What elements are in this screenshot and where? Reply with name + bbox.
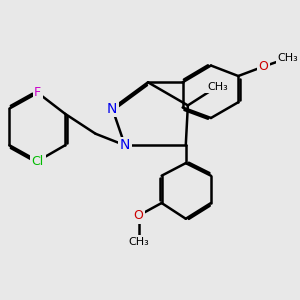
Text: N: N bbox=[107, 101, 118, 116]
Text: N: N bbox=[120, 138, 130, 152]
Text: O: O bbox=[259, 60, 269, 73]
Text: CH₃: CH₃ bbox=[207, 82, 228, 92]
Text: O: O bbox=[134, 209, 143, 222]
Text: Cl: Cl bbox=[32, 154, 44, 167]
Text: CH₃: CH₃ bbox=[277, 53, 298, 63]
Text: CH₃: CH₃ bbox=[128, 237, 149, 247]
Text: F: F bbox=[34, 86, 41, 99]
